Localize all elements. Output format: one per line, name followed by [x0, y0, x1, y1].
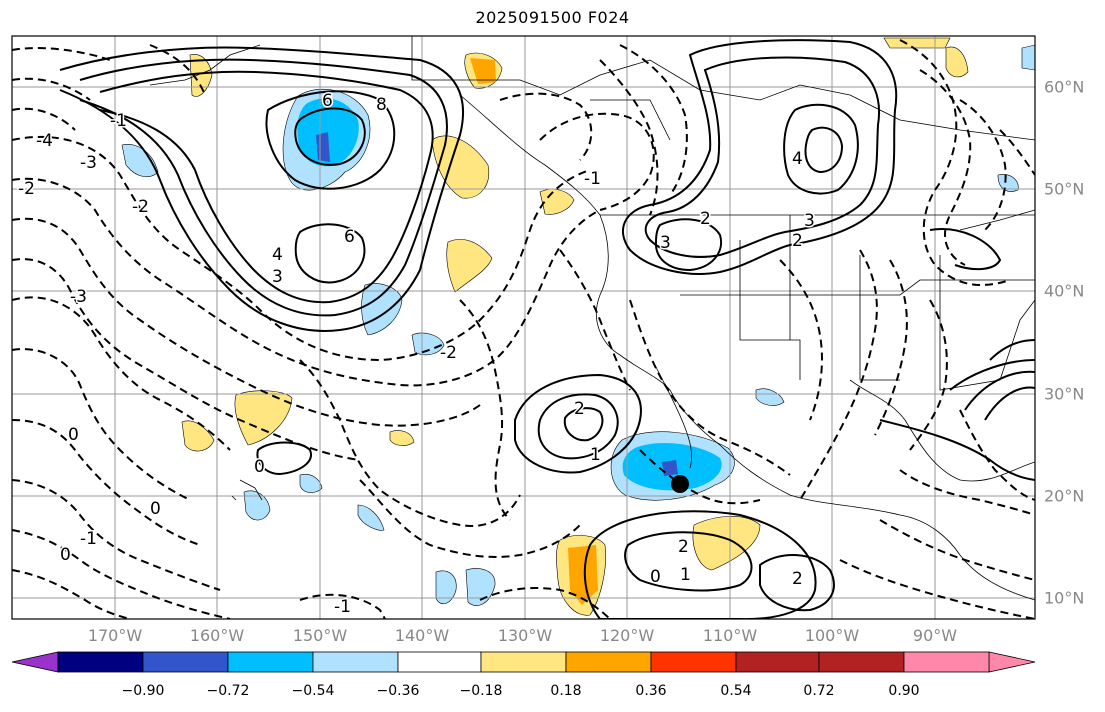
shaded-anomaly-regions	[121, 37, 1035, 616]
contour-lines	[59, 39, 1035, 619]
contour-label: -3	[70, 287, 87, 307]
latitude-label: 20°N	[1044, 486, 1085, 506]
longitude-label: 170°W	[87, 626, 143, 645]
contour-label: 2	[792, 231, 803, 251]
colorbar-swatch	[650, 651, 737, 673]
contour-label: 4	[792, 149, 803, 169]
colorbar-tick-label: 0.54	[720, 683, 752, 699]
contour-label: -1	[334, 597, 351, 617]
contour-label: 0	[150, 499, 161, 519]
map-frame	[11, 35, 1036, 620]
colorbar-tick-label: −0.18	[459, 683, 503, 699]
contour-label: -3	[80, 153, 97, 173]
longitude-label: 160°W	[189, 626, 245, 645]
contour-label: -2	[132, 197, 149, 217]
contour-label: 1	[680, 565, 691, 585]
colorbar-over-arrow	[988, 651, 1036, 673]
location-marker-dot	[671, 475, 689, 493]
contour-label: 6	[322, 91, 333, 111]
map-background	[12, 36, 1035, 619]
contour-label: -2	[18, 179, 35, 199]
dashed-contour-lines	[12, 39, 1035, 619]
colorbar-tick-label: −0.54	[291, 683, 335, 699]
contour-label: 3	[660, 233, 671, 253]
colorbar	[11, 651, 1036, 673]
colorbar-swatch	[735, 651, 820, 673]
latitude-label: 50°N	[1044, 179, 1085, 199]
contour-label: 8	[376, 95, 387, 115]
colorbar-under-arrow	[11, 651, 59, 673]
contour-label: 1	[590, 445, 601, 465]
contour-label: -1	[584, 169, 601, 189]
latitude-label: 60°N	[1044, 77, 1085, 97]
contour-label: 0	[254, 457, 265, 477]
contour-label: -4	[36, 131, 53, 151]
longitude-label: 120°W	[599, 626, 655, 645]
colorbar-tick-label: 0.90	[888, 683, 920, 699]
contour-label: 6	[344, 227, 355, 247]
longitude-label: 110°W	[702, 626, 758, 645]
longitude-label: 90°W	[912, 626, 958, 645]
contour-label: 2	[700, 209, 711, 229]
colorbar-tick-label: 0.36	[635, 683, 667, 699]
contour-label: -2	[440, 343, 457, 363]
longitude-label: 130°W	[497, 626, 553, 645]
latitude-label: 30°N	[1044, 384, 1085, 404]
longitude-label: 150°W	[292, 626, 348, 645]
contour-label: 2	[574, 399, 585, 419]
latitude-label: 40°N	[1044, 281, 1085, 301]
contour-label: -1	[110, 111, 127, 131]
contour-label: 4	[272, 245, 283, 265]
contour-label-group: 6 8 6 4 3 2 3 2 3 4 2 1 0 2 2 1 0 -1 -1 …	[17, 90, 817, 619]
colorbar-swatch	[142, 651, 229, 673]
contour-label: 0	[60, 545, 71, 565]
colorbar-tick-label: −0.36	[376, 683, 420, 699]
colorbar-swatch	[312, 651, 399, 673]
contour-label: 0	[650, 567, 661, 587]
colorbar-tick-label: 0.18	[550, 683, 582, 699]
colorbar-swatch	[227, 651, 314, 673]
colorbar-tick-label: −0.90	[121, 683, 165, 699]
contour-label: 2	[678, 537, 689, 557]
colorbar-swatch	[903, 651, 990, 673]
contour-label: 3	[272, 267, 283, 287]
colorbar-swatch	[480, 651, 567, 673]
longitude-label: 100°W	[804, 626, 860, 645]
latitude-label: 10°N	[1044, 588, 1085, 608]
colorbar-tick-label: −0.72	[206, 683, 250, 699]
contour-label: 3	[804, 211, 815, 231]
colorbar-swatch	[57, 651, 144, 673]
longitude-label: 140°W	[394, 626, 450, 645]
colorbar-swatch	[565, 651, 652, 673]
colorbar-swatch	[397, 651, 482, 673]
contour-label: -1	[80, 529, 97, 549]
contour-label: 0	[68, 425, 79, 445]
colorbar-tick-label: 0.72	[803, 683, 835, 699]
colorbar-swatch	[818, 651, 905, 673]
contour-label: 2	[792, 569, 803, 589]
map-title: 2025091500 F024	[475, 8, 630, 27]
